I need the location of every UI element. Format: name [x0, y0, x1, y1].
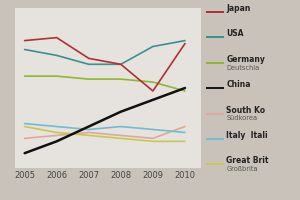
Text: Großbrita: Großbrita	[226, 166, 258, 172]
Text: Deutschla: Deutschla	[226, 65, 260, 71]
Text: Germany: Germany	[226, 55, 266, 64]
Text: South Ko: South Ko	[226, 106, 266, 114]
Text: Italy  Itali: Italy Itali	[226, 131, 268, 140]
Text: Südkorea: Südkorea	[226, 115, 258, 121]
Text: USA: USA	[226, 29, 244, 38]
Text: Great Brit: Great Brit	[226, 156, 269, 165]
Text: Japan: Japan	[226, 4, 251, 13]
Text: China: China	[226, 80, 251, 89]
